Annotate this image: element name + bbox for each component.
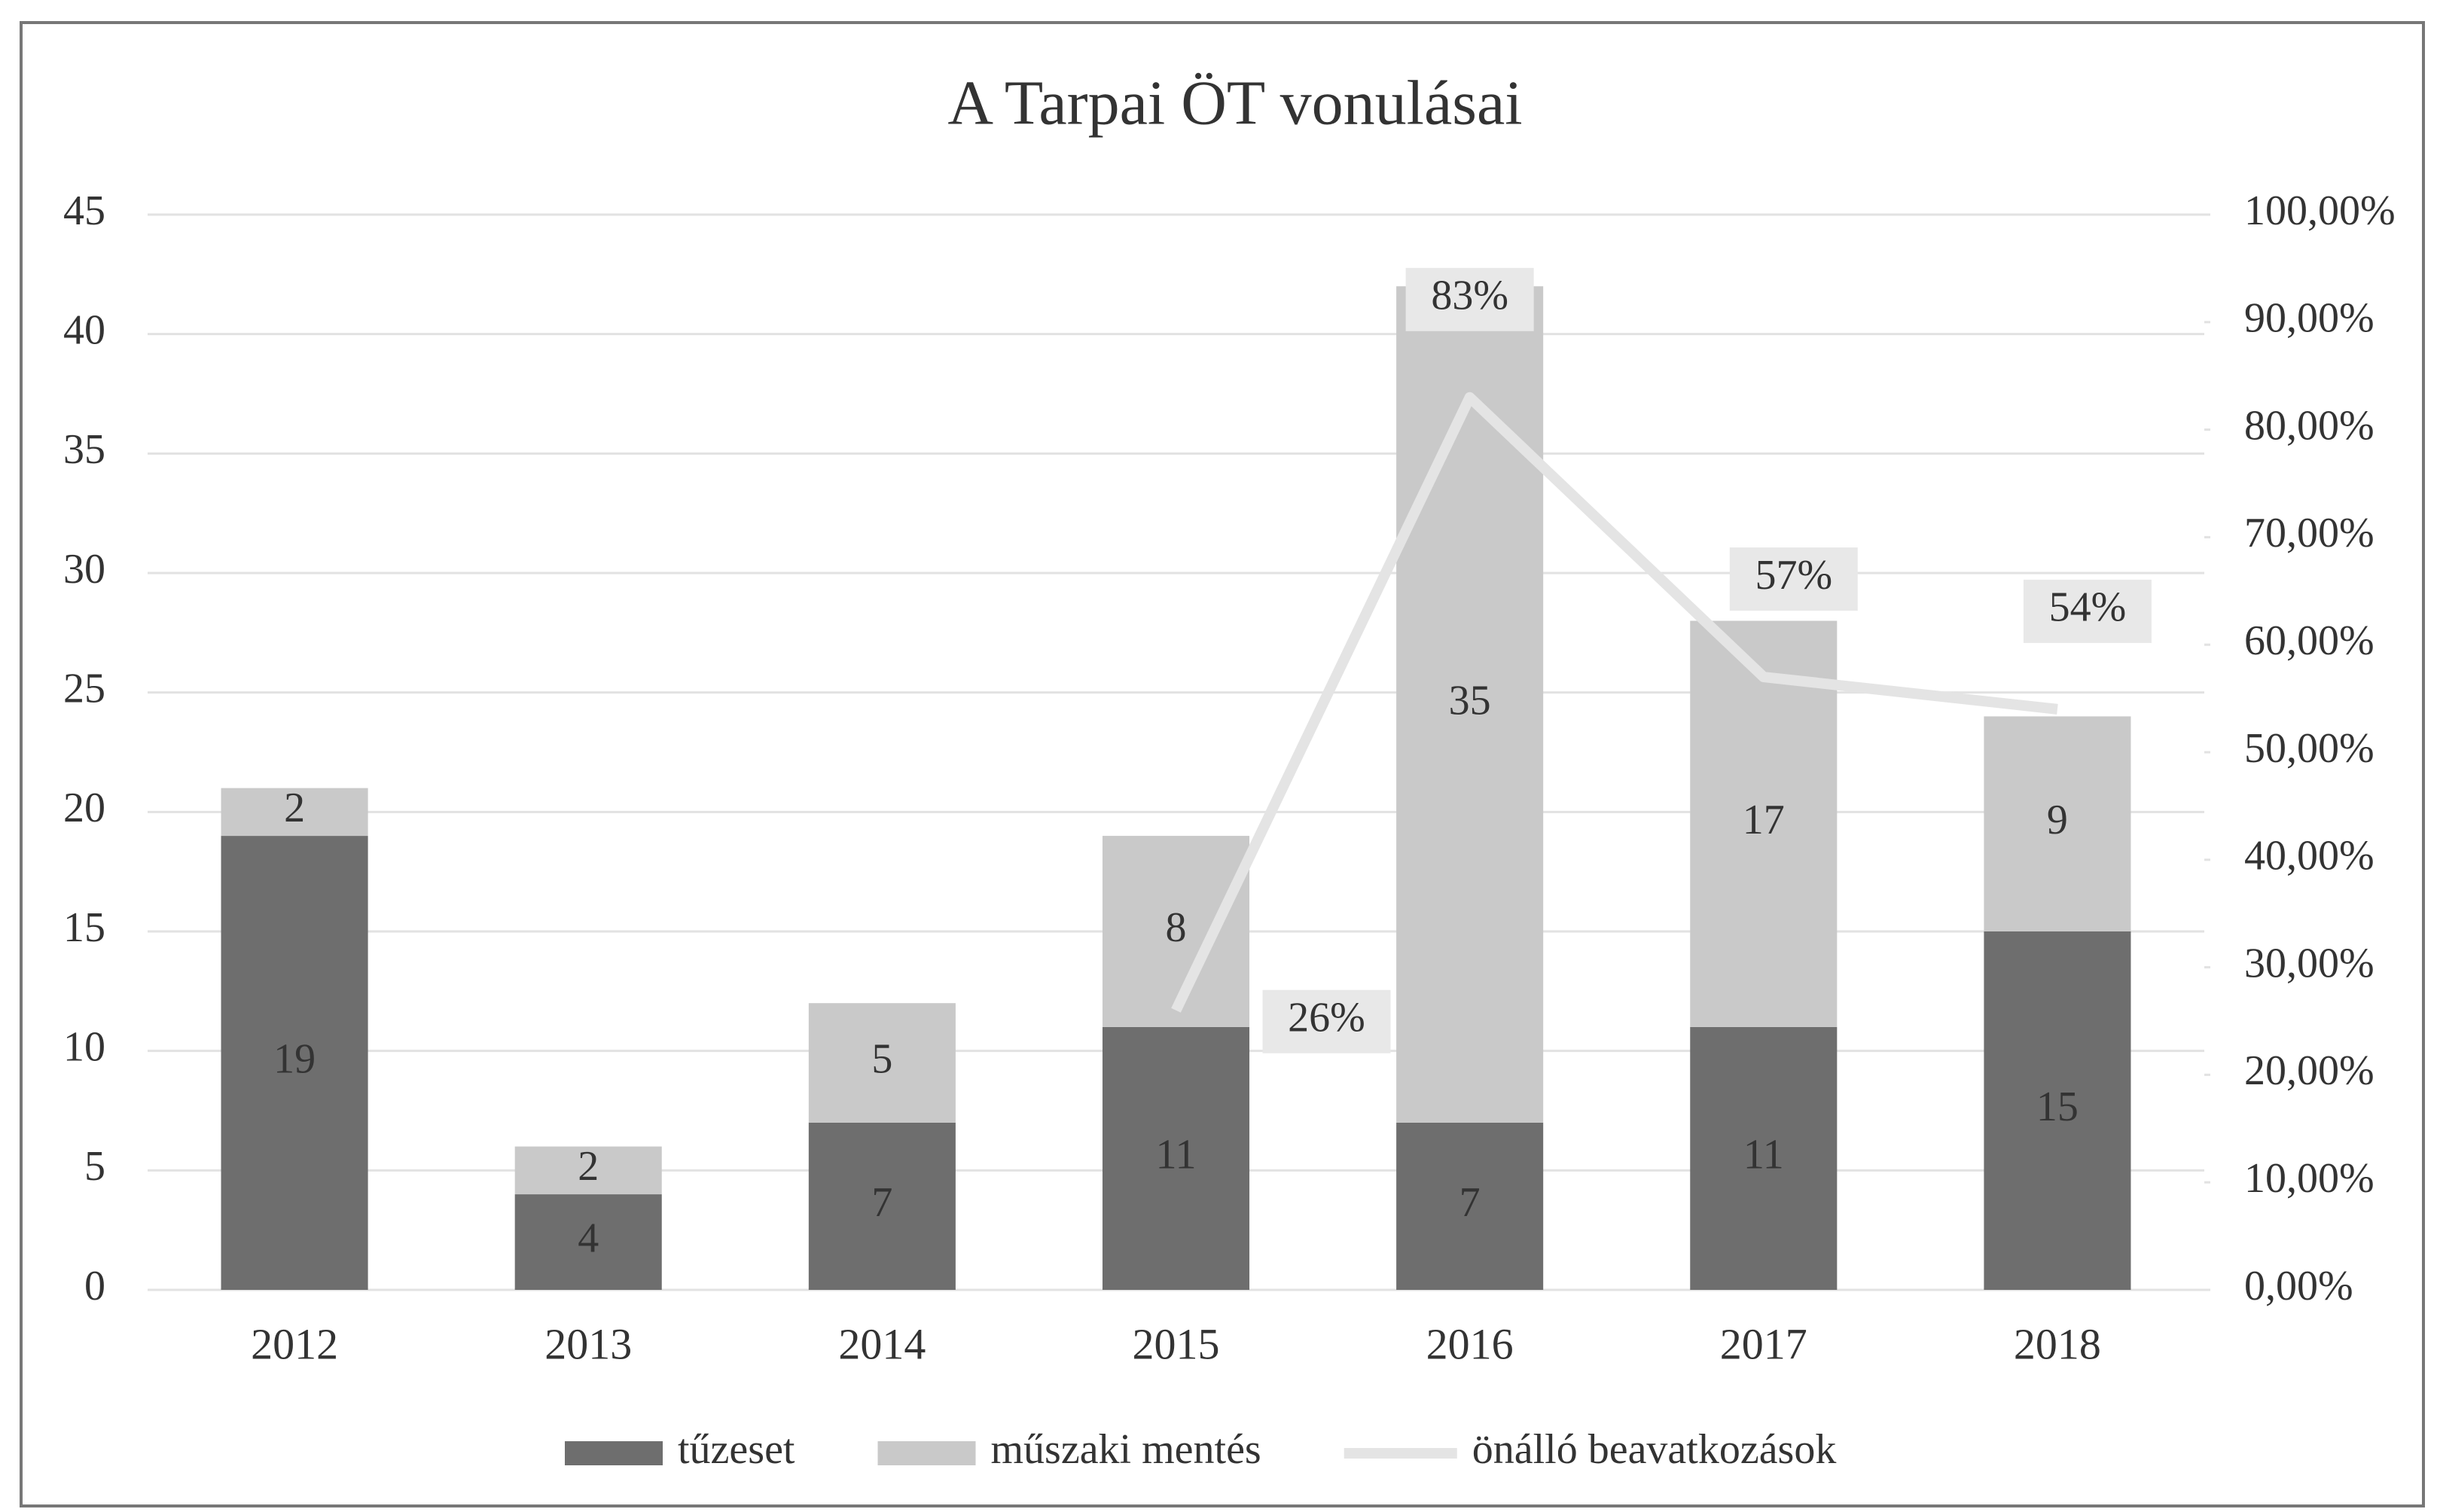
bar-segment [1102,1026,1250,1290]
data-label: 11 [1156,1131,1197,1178]
y2-tick-label: 30,00% [2244,940,2374,986]
x-tick-label: 2016 [1426,1319,1514,1368]
y2-tick-label: 10,00% [2244,1155,2374,1202]
y2-tick-label: 100,00% [2244,187,2396,234]
data-label: 17 [1743,797,1785,843]
y-tick-label: 35 [63,426,105,473]
bar-segment [1690,1026,1838,1290]
data-label: 7 [1459,1179,1481,1226]
y2-tick-label: 0,00% [2244,1263,2353,1309]
data-label: 9 [2047,797,2068,843]
data-label: 54% [2049,584,2127,631]
bar-segment [1396,1122,1544,1290]
x-tick-label: 2012 [251,1319,338,1368]
data-label: 2 [284,785,305,831]
y-tick-label: 5 [84,1143,105,1190]
y-tick-label: 45 [63,187,105,234]
bar-segment [1984,716,2131,931]
x-tick-label: 2017 [1720,1319,1807,1368]
y2-tick-label: 90,00% [2244,295,2374,342]
y-tick-label: 0 [84,1263,105,1309]
legend-swatch [565,1441,663,1465]
line-series [1171,392,2058,1013]
data-label: 35 [1449,677,1491,724]
x-tick-label: 2018 [2014,1319,2101,1368]
y2-tick-label: 50,00% [2244,725,2374,772]
data-label-box [1405,267,1534,331]
bar-segment [514,1194,662,1290]
data-label: 57% [1755,552,1832,599]
data-label: 11 [1743,1131,1784,1178]
y2-tick-label: 80,00% [2244,402,2374,449]
y-tick-label: 10 [63,1024,105,1071]
bar-segment [1396,286,1544,1123]
y-tick-label: 25 [63,666,105,712]
x-tick-label: 2015 [1133,1319,1220,1368]
bar-segment [808,1003,956,1123]
y2-tick-label: 20,00% [2244,1047,2374,1094]
data-label: 15 [2036,1084,2079,1130]
bar-segment [1984,931,2131,1290]
bar-segment [221,788,368,837]
data-label: 83% [1431,273,1508,319]
y-tick-label: 30 [63,546,105,593]
bar-segment [1102,836,1250,1027]
data-label: 8 [1166,904,1187,951]
chart-title: A Tarpai ÖT vonulásai [947,68,1522,138]
y-tick-label: 20 [63,785,105,831]
legend-swatch [877,1441,976,1465]
x-tick-label: 2013 [544,1319,632,1368]
data-label: 19 [273,1035,316,1082]
bar-segment [808,1122,956,1290]
y2-tick-label: 40,00% [2244,833,2374,879]
legend-label: önálló beavatkozások [1472,1426,1837,1473]
bar-segment [1690,620,1838,1027]
y2-tick-label: 70,00% [2244,510,2374,556]
legend-label: műszaki mentés [990,1426,1261,1473]
x-tick-label: 2014 [838,1319,926,1368]
bar-segment [221,836,368,1290]
y2-tick-label: 60,00% [2244,617,2374,664]
data-label: 4 [578,1215,599,1261]
y-tick-label: 40 [63,307,105,354]
data-label: 26% [1288,995,1365,1041]
data-label: 5 [871,1035,892,1082]
bar-segment [514,1146,662,1195]
data-label-box [1729,547,1858,611]
data-label: 2 [578,1143,599,1190]
data-label-box [1262,989,1391,1053]
legend-label: tűzeset [678,1426,795,1473]
data-label-box [2023,579,2152,643]
y-tick-label: 15 [63,904,105,951]
data-label: 7 [871,1179,892,1226]
